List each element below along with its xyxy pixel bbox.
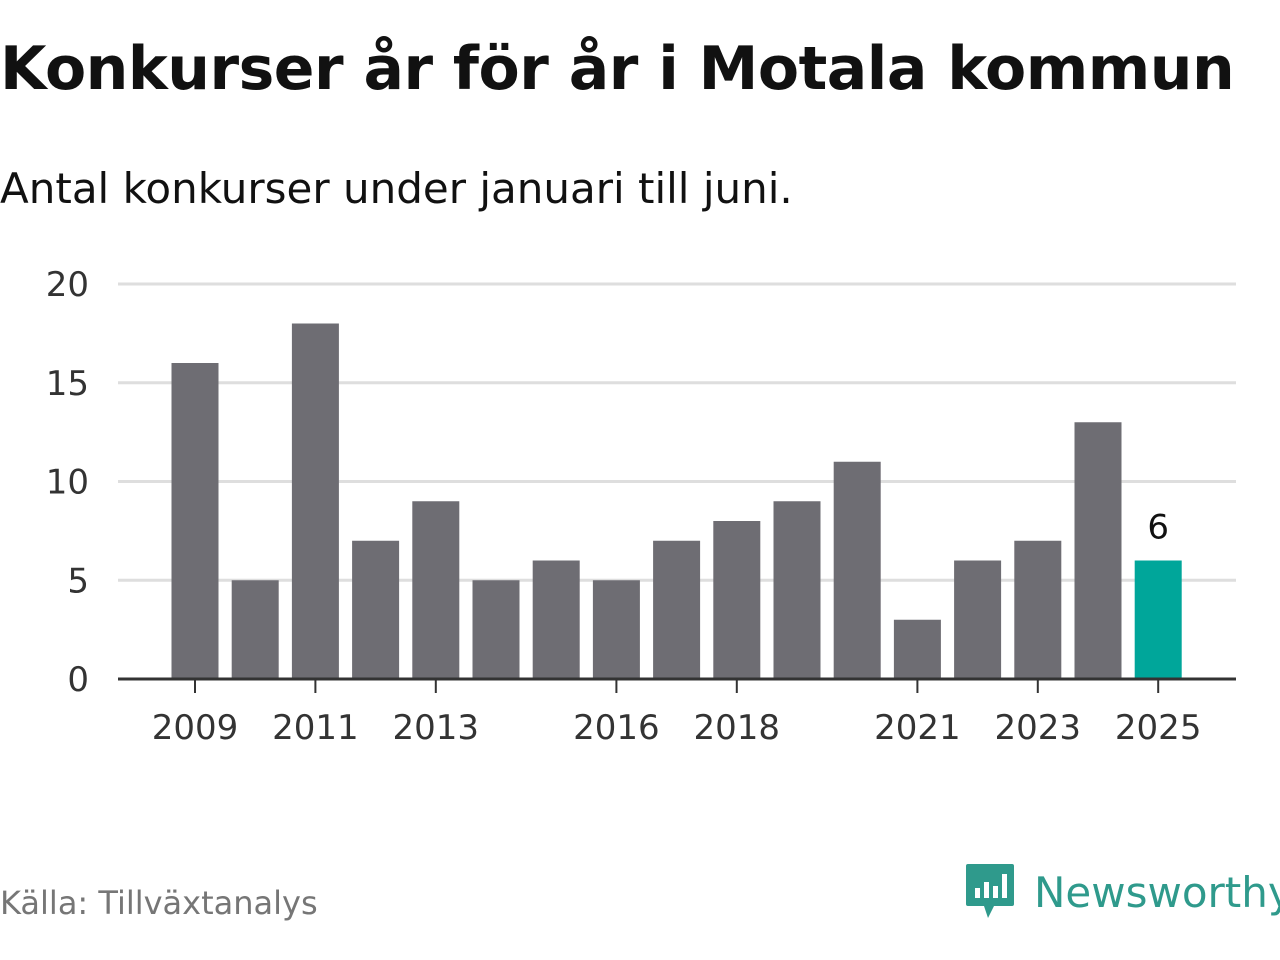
bar-2014 — [472, 580, 520, 679]
y-tick-label: 5 — [67, 561, 89, 601]
y-tick-label: 10 — [46, 463, 89, 503]
bar-2016 — [592, 580, 640, 679]
labels: 0 5 10 15 20 2009 2011 2013 2016 2018 2021 2023 2025… — [46, 265, 1202, 748]
bar-2025 — [1134, 560, 1182, 679]
bar-2011 — [291, 323, 339, 679]
grid-lines — [118, 282, 1236, 582]
bar-2023 — [1014, 540, 1062, 679]
x-tick-label: 2025 — [1115, 708, 1202, 748]
bar-2010 — [231, 580, 279, 679]
y-tick-label: 0 — [67, 660, 89, 700]
bar-2013 — [412, 501, 460, 679]
x-tick-label: 2023 — [995, 708, 1082, 748]
x-tick-label: 2013 — [393, 708, 480, 748]
x-tick-label: 2011 — [272, 708, 359, 748]
chart-subtitle: Antal konkurser under januari till juni. — [0, 164, 793, 213]
bar-2022 — [954, 560, 1002, 679]
brand-name: Newsworthy — [1034, 867, 1280, 917]
x-tick-label: 2009 — [152, 708, 239, 748]
x-tick-label: 2018 — [694, 708, 781, 748]
bar-chart: 0 5 10 15 20 2009 2011 2013 2016 2018 2021 2023 2025… — [46, 265, 1236, 748]
bar-2020 — [833, 461, 881, 679]
bar-2015 — [532, 560, 580, 679]
brand-logo: Newsworthy — [964, 862, 1280, 922]
y-tick-label: 15 — [46, 364, 89, 404]
bar-2017 — [653, 540, 701, 679]
data-label: 6 — [1147, 508, 1169, 548]
bar-2012 — [352, 540, 400, 679]
bar-2021 — [893, 619, 941, 679]
bars — [171, 323, 1182, 679]
x-tick-label: 2021 — [874, 708, 961, 748]
bar-2024 — [1074, 422, 1122, 679]
x-axis — [118, 677, 1236, 693]
x-tick-label: 2016 — [573, 708, 660, 748]
bar-2009 — [171, 363, 219, 679]
bar-2019 — [773, 501, 821, 679]
y-tick-label: 20 — [46, 265, 89, 305]
chart-title: Konkurser år för år i Motala kommun — [0, 34, 1235, 104]
newsworthy-logo-icon — [966, 864, 1014, 918]
source-note: Källa: Tillväxtanalys — [0, 884, 318, 922]
bar-2018 — [713, 521, 761, 679]
